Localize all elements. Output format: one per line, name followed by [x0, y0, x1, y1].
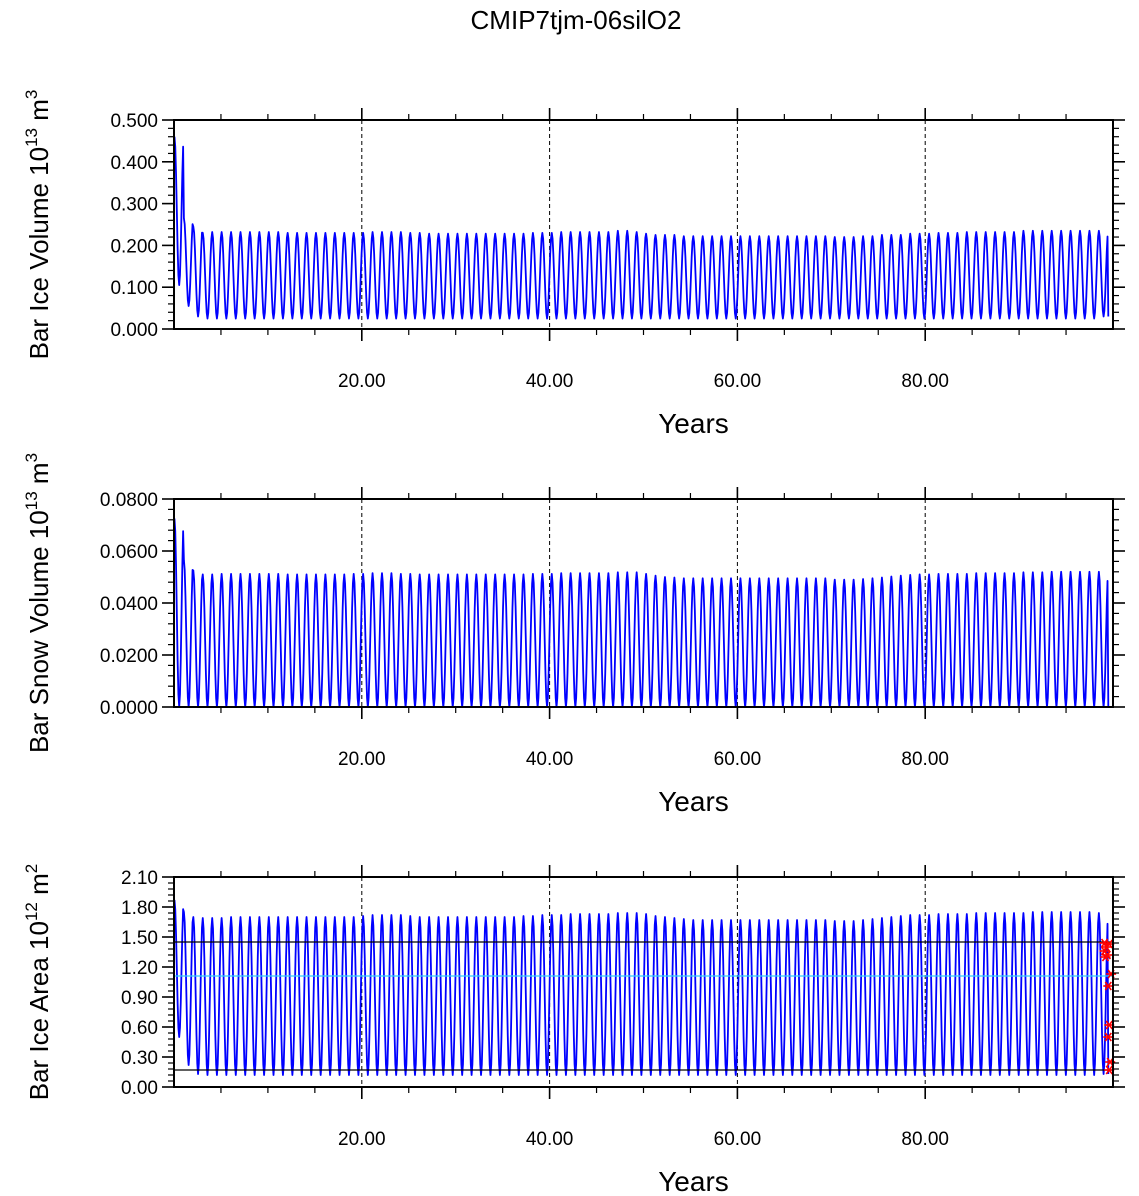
y-tick-label: 0.0400	[100, 594, 158, 615]
x-tick-label: 80.00	[901, 371, 949, 392]
y-tick-label: 0.400	[110, 153, 158, 174]
x-axis-label: Years	[658, 408, 729, 439]
y-tick-label: 0.60	[121, 1018, 158, 1039]
y-axis-label: Bar Ice Area 1012 m2	[22, 864, 54, 1101]
y-tick-label: 0.00	[121, 1078, 158, 1099]
y-axis-label-superscript: 12	[22, 902, 41, 921]
x-tick-label: 60.00	[714, 1129, 762, 1150]
y-axis-label: Bar Ice Volume 1013 m3	[22, 90, 54, 360]
x-tick-label: 20.00	[338, 1129, 386, 1150]
y-axis-label-text: m	[24, 99, 54, 128]
x-tick-label: 20.00	[338, 371, 386, 392]
y-tick-label: 1.80	[121, 898, 158, 919]
x-tick-label: 40.00	[526, 1129, 574, 1150]
figure-title: CMIP7tjm-06silO2	[471, 5, 682, 35]
y-tick-label: 1.50	[121, 928, 158, 949]
x-axis-label: Years	[658, 786, 729, 817]
y-axis-label-text: m	[24, 462, 54, 491]
panel-snow-volume: 0.0000 0.0200 0.0400 0.0600 0.0800 20.00 40.00…	[22, 453, 1125, 817]
x-tick-label: 80.00	[901, 749, 949, 770]
series-line	[173, 136, 1110, 320]
x-tick-label: 80.00	[901, 1129, 949, 1150]
y-tick-label: 0.500	[110, 111, 158, 132]
y-axis-label-text: Bar Ice Area 10	[24, 921, 54, 1100]
x-tick-label: 20.00	[338, 749, 386, 770]
x-tick-label: 60.00	[714, 749, 762, 770]
y-axis-label-text: m	[24, 873, 54, 902]
y-axis-label-superscript: 13	[22, 491, 41, 510]
y-tick-label: 0.0000	[100, 698, 158, 719]
y-tick-label: 1.20	[121, 958, 158, 979]
y-tick-label: 0.200	[110, 236, 158, 257]
y-axis-label-superscript: 3	[22, 90, 41, 99]
y-tick-label: 0.300	[110, 195, 158, 216]
x-tick-label: 40.00	[526, 371, 574, 392]
asterisk-marker	[1103, 981, 1114, 991]
y-axis-label-superscript: 2	[22, 864, 41, 873]
y-tick-label: 2.10	[121, 868, 158, 889]
y-axis-label-text: Bar Snow Volume 10	[24, 510, 54, 753]
x-tick-label: 60.00	[714, 371, 762, 392]
panel-ice-area: 0.00 0.30 0.60 0.90 1.20 1.50 1.80 2.10 20.00 40.…	[22, 864, 1125, 1196]
x-axis-label: Years	[658, 1166, 729, 1196]
y-axis-label-superscript: 3	[22, 453, 41, 462]
y-axis-label-superscript: 13	[22, 128, 41, 147]
asterisk-marker	[1103, 1032, 1114, 1042]
y-tick-label: 0.0200	[100, 646, 158, 667]
y-tick-label: 0.90	[121, 988, 158, 1009]
y-axis-label-text: Bar Ice Volume 10	[24, 147, 54, 359]
y-axis-label: Bar Snow Volume 1013 m3	[22, 453, 54, 753]
y-tick-label: 0.0800	[100, 490, 158, 511]
y-tick-label: 0.0600	[100, 542, 158, 563]
series-line	[173, 899, 1110, 1076]
series-line	[173, 518, 1110, 708]
asterisk-marker	[1100, 952, 1111, 962]
y-tick-label: 0.000	[110, 320, 158, 341]
y-tick-label: 0.100	[110, 278, 158, 299]
x-tick-label: 40.00	[526, 749, 574, 770]
panel-ice-volume: 0.000 0.100 0.200 0.300 0.400 0.500 20.00 40.00…	[22, 90, 1125, 439]
y-tick-label: 0.30	[121, 1048, 158, 1069]
